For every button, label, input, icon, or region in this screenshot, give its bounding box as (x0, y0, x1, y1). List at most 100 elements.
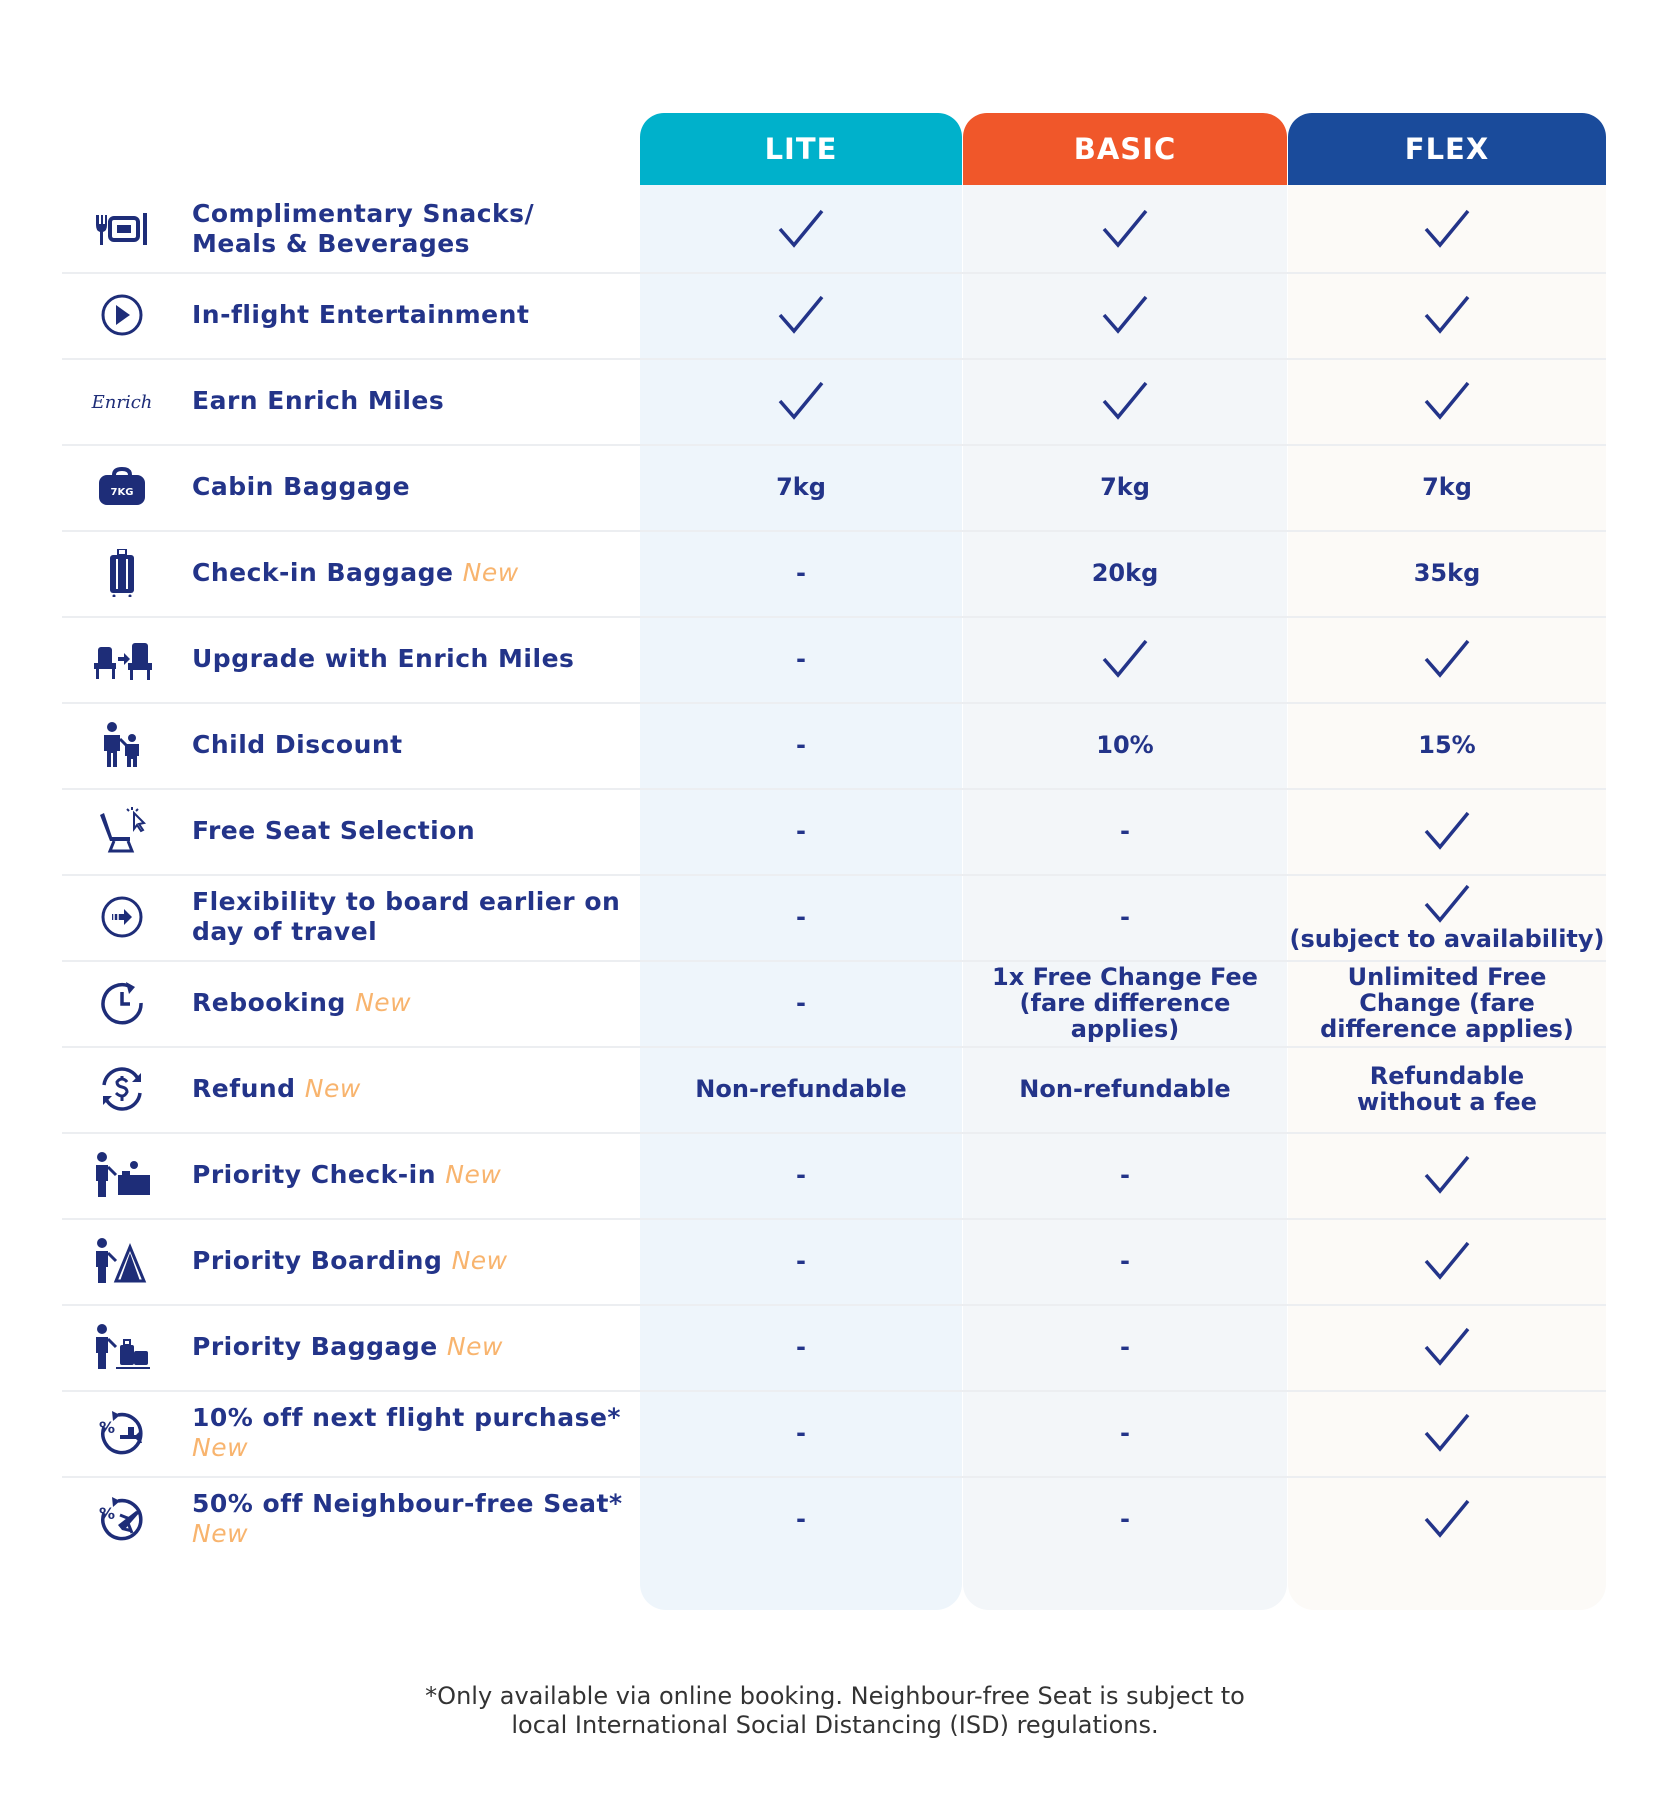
feature-row: % 10% off next flight purchase* New - - (62, 1389, 1606, 1478)
feature-label-line: Priority Boarding New (192, 1246, 652, 1276)
feature-label-text: Rebooking (192, 988, 346, 1017)
checkmark-icon (1424, 639, 1470, 678)
feature-label-line: Meals & Beverages (192, 229, 652, 259)
value-text-line: 1x Free Change Fee (992, 963, 1258, 991)
checkmark-icon (1424, 381, 1470, 420)
value-text-line: (fare difference (1019, 989, 1231, 1017)
new-tag: New (445, 1160, 502, 1189)
lite-value-cell: - (640, 1475, 962, 1563)
basic-value-cell: - (963, 1389, 1287, 1477)
feature-label: Free Seat Selection (192, 787, 652, 875)
feature-label-text: Upgrade with Enrich Miles (192, 644, 575, 673)
checkmark-icon (1424, 209, 1470, 248)
feature-row: Rebooking New - 1x Free Change Fee (fare di… (62, 959, 1606, 1048)
lite-column-background (640, 184, 962, 1610)
checkmark-icon (1102, 381, 1148, 420)
lite-plan-header: LITE (640, 113, 962, 185)
basic-value-cell: 1x Free Change Fee (fare difference applie… (963, 959, 1287, 1047)
basic-column-background (963, 184, 1287, 1610)
new-tag: New (462, 558, 519, 587)
lite-value-cell: - (640, 615, 962, 703)
cabin-bag-icon-text: 7KG (111, 487, 134, 498)
not-included-dash: - (796, 645, 806, 673)
row-divider (62, 874, 1606, 876)
flex-column-background (1288, 184, 1606, 1610)
priority-boarding-icon (90, 1237, 154, 1285)
feature-label: Refund New (192, 1045, 652, 1133)
play-icon (90, 291, 154, 339)
feature-label: 10% off next flight purchase* New (192, 1389, 652, 1477)
lite-value-cell: - (640, 1303, 962, 1391)
feature-label-line: Rebooking New (192, 988, 652, 1018)
new-tag: New (192, 1433, 249, 1462)
feature-row: Priority Baggage New - - (62, 1303, 1606, 1392)
feature-label-text: Complimentary Snacks/ (192, 199, 535, 228)
feature-label-text: Earn Enrich Miles (192, 386, 445, 415)
new-tag: New (304, 1074, 361, 1103)
row-divider (62, 960, 1606, 962)
footnote: *Only available via online booking. Neig… (335, 1682, 1335, 1740)
value-text-line: without a fee (1357, 1088, 1537, 1116)
value-text: 15% (1418, 731, 1476, 759)
feature-label-text: Free Seat Selection (192, 816, 476, 845)
flex-value-cell (1288, 357, 1606, 445)
enrich-logo: Enrich (90, 377, 154, 425)
discount-percent-glyph: % (99, 1418, 115, 1437)
checkmark-icon (1424, 811, 1470, 850)
feature-label: Cabin Baggage (192, 443, 652, 531)
feature-row: Refund New Non-refundable Non-refundable Re… (62, 1045, 1606, 1134)
feature-row: Priority Boarding New - - (62, 1217, 1606, 1306)
basic-value-cell: - (963, 787, 1287, 875)
basic-plan-header: BASIC (963, 113, 1287, 185)
feature-label: Complimentary Snacks/Meals & Beverages (192, 185, 652, 273)
flex-value-cell: 15% (1288, 701, 1606, 789)
not-included-dash: - (796, 1161, 806, 1189)
not-included-dash: - (796, 903, 806, 931)
basic-value-cell: - (963, 1303, 1287, 1391)
footnote-line: local International Social Distancing (I… (511, 1711, 1159, 1739)
feature-row: Enrich Earn Enrich Miles (62, 357, 1606, 446)
enrich-logo-text: Enrich (91, 392, 153, 413)
row-divider (62, 702, 1606, 704)
feature-label-line: Earn Enrich Miles (192, 386, 652, 416)
row-divider (62, 788, 1606, 790)
value-text: 10% (1096, 731, 1154, 759)
row-divider (62, 444, 1606, 446)
value-text: 7kg (1100, 473, 1150, 501)
suitcase-icon (90, 549, 154, 597)
row-divider (62, 272, 1606, 274)
lite-value-cell (640, 357, 962, 445)
feature-label-text: Child Discount (192, 730, 403, 759)
not-included-dash: - (1120, 817, 1130, 845)
flex-value-cell (1288, 1131, 1606, 1219)
basic-value-cell: - (963, 1475, 1287, 1563)
flex-value-cell (1288, 787, 1606, 875)
flex-value-cell: (subject to availability) (1288, 873, 1606, 961)
row-divider (62, 1476, 1606, 1478)
feature-label-line: Flexibility to board earlier on (192, 887, 652, 917)
feature-label-line: Cabin Baggage (192, 472, 652, 502)
value-text: 35kg (1413, 559, 1481, 587)
feature-label-line: Free Seat Selection (192, 816, 652, 846)
feature-label-text: Check-in Baggage (192, 558, 454, 587)
feature-label-text: 50% off Neighbour-free Seat* (192, 1489, 623, 1518)
flex-value-cell (1288, 1303, 1606, 1391)
checkmark-icon (1102, 639, 1148, 678)
new-tag: New (451, 1246, 508, 1275)
feature-label-line: Priority Check-in New (192, 1160, 652, 1190)
value-text-line: Refundable (1369, 1062, 1525, 1090)
checkmark-icon (1424, 1499, 1470, 1538)
feature-label-text: 10% off next flight purchase* (192, 1403, 621, 1432)
feature-label-line: 50% off Neighbour-free Seat* (192, 1489, 652, 1519)
checkmark-icon (1102, 209, 1148, 248)
clock-icon (90, 979, 154, 1027)
feature-row: Flexibility to board earlier on day of tr… (62, 873, 1606, 962)
priority-baggage-icon (90, 1323, 154, 1371)
value-text: Non-refundable (1019, 1075, 1231, 1103)
feature-label-text: Meals & Beverages (192, 229, 471, 258)
checkmark-icon (1424, 1155, 1470, 1194)
family-icon (90, 721, 154, 769)
feature-label-text: In-flight Entertainment (192, 300, 530, 329)
feature-label-line: Child Discount (192, 730, 652, 760)
